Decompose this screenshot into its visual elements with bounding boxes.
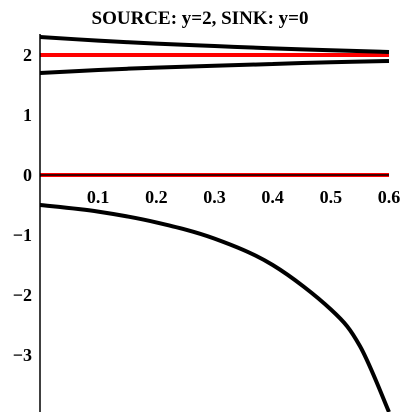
x-tick-label: 0.2 <box>145 187 168 207</box>
y-tick-label: 1 <box>23 105 32 125</box>
y-tick-label: −3 <box>13 345 32 365</box>
labels-layer: 0.1 0.2 0.3 0.4 0.5 0.6 2 1 0 −1 −2 −3 <box>13 45 401 365</box>
series-layer <box>39 35 391 412</box>
y-tick-label: −1 <box>13 225 32 245</box>
x-tick-label: 0.3 <box>203 187 226 207</box>
y-tick-label: −2 <box>13 285 32 305</box>
y-tick-label: 0 <box>23 165 32 185</box>
y-tick-label: 2 <box>23 45 32 65</box>
x-tick-label: 0.6 <box>378 187 401 207</box>
chart-title: SOURCE: y=2, SINK: y=0 <box>92 8 309 29</box>
series-3-line <box>39 59 390 75</box>
series-4-line <box>39 203 391 412</box>
axes-layer <box>39 34 389 412</box>
x-tick-label: 0.1 <box>87 187 110 207</box>
series-2-line <box>39 35 390 54</box>
x-tick-label: 0.4 <box>261 187 284 207</box>
x-tick-label: 0.5 <box>320 187 343 207</box>
